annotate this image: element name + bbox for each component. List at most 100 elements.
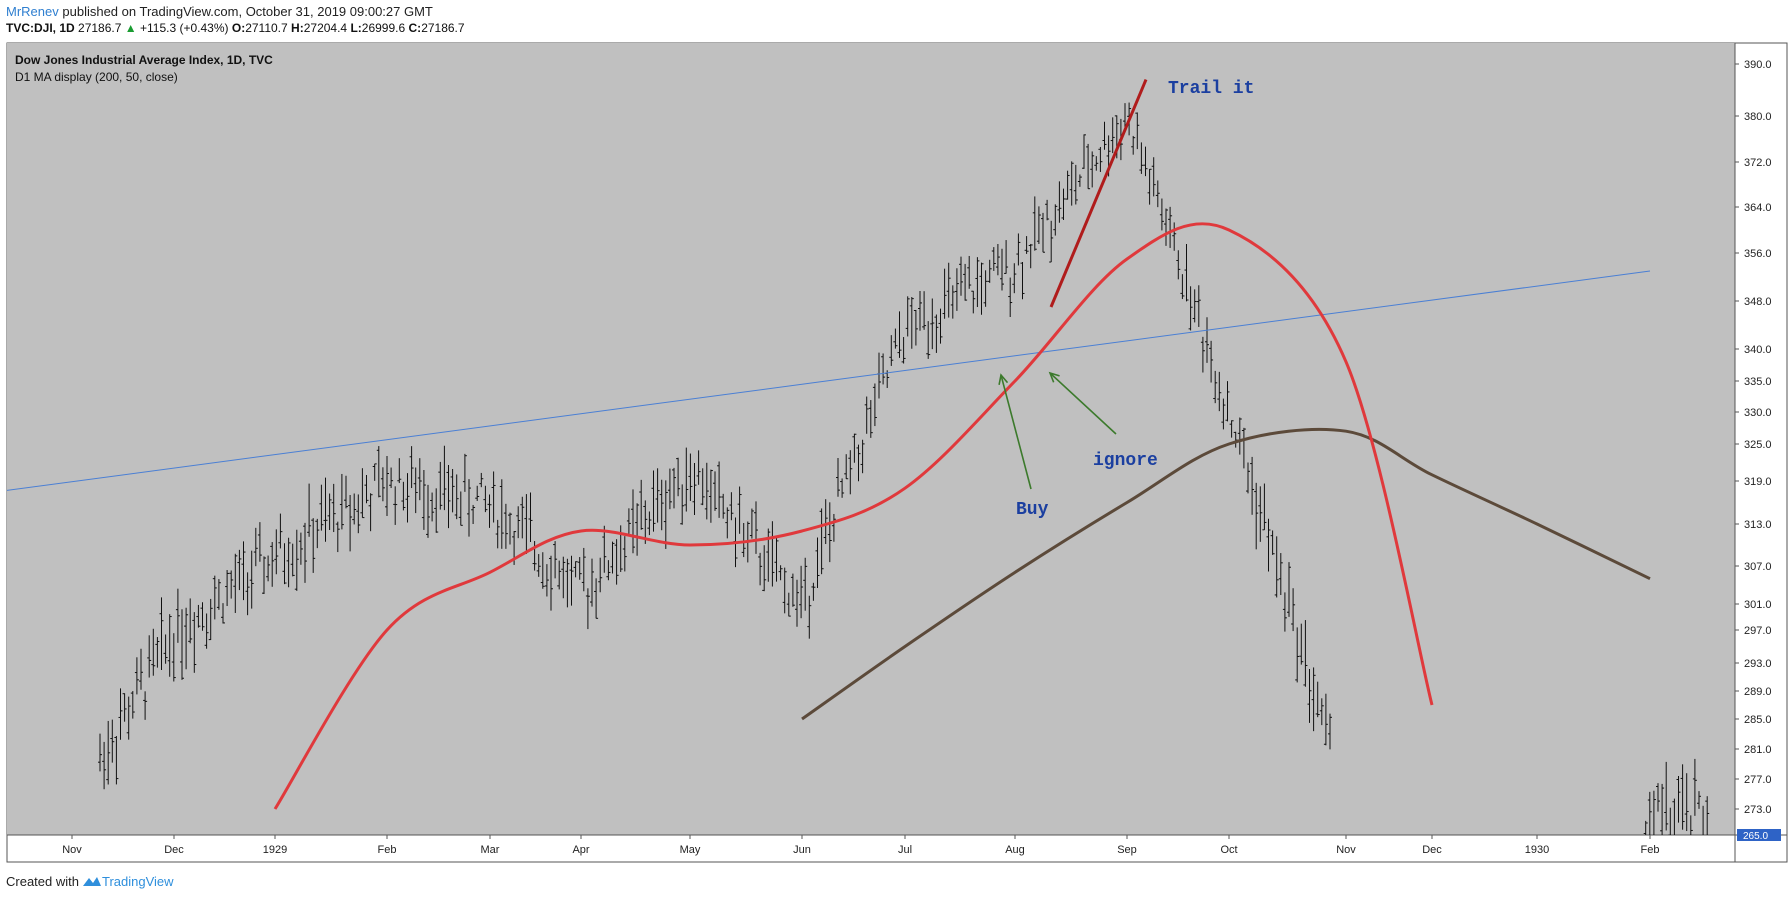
ohlc-bar — [1020, 261, 1025, 300]
y-tick-label: 273.0 — [1744, 804, 1772, 816]
ohlc-bar — [725, 507, 730, 539]
ohlc-bar — [995, 244, 1000, 276]
ohlc-bar — [1036, 206, 1041, 244]
ohlc-bar — [1705, 796, 1710, 835]
author-link[interactable]: MrRenev — [6, 4, 59, 19]
ohlc-bar — [967, 255, 972, 289]
ohlc-bar — [1697, 791, 1701, 809]
ohlc-bar — [1315, 681, 1320, 718]
ohlc-bar — [348, 494, 353, 552]
ohlc-bar — [438, 461, 443, 510]
close-value: 27186.7 — [421, 21, 465, 35]
ohlc-bar — [909, 297, 914, 349]
ohlc-bar — [471, 504, 476, 525]
ohlc-bar — [1168, 206, 1173, 248]
ohlc-bar — [1291, 588, 1296, 632]
ohlc-bar — [1287, 562, 1291, 617]
y-tick-label: 325.0 — [1744, 439, 1772, 451]
x-tick-label: Mar — [481, 844, 500, 856]
ohlc-bar — [868, 400, 873, 438]
ohlc-bar — [1008, 277, 1013, 318]
ohlc-bar — [323, 477, 328, 542]
ohlc-bar — [1090, 151, 1095, 188]
ohlc-bar — [118, 688, 123, 740]
ohlc-bar — [241, 541, 246, 601]
ohlc-bar — [442, 445, 447, 511]
ohlc-bar — [553, 541, 558, 579]
y-tick-label: 285.0 — [1744, 714, 1772, 726]
ohlc-bar — [573, 561, 578, 578]
ohlc-bar — [1172, 222, 1177, 251]
ohlc-bar — [1323, 693, 1328, 746]
ohlc-bar — [557, 560, 562, 590]
annotation-buy: Buy — [1016, 500, 1049, 520]
ohlc-bar — [151, 628, 156, 676]
y-tick-label: 289.0 — [1744, 686, 1772, 698]
ohlc-bar — [454, 474, 459, 520]
ohlc-bar — [713, 471, 717, 511]
y-tick-label: 313.0 — [1744, 519, 1772, 531]
ohlc-bar — [360, 468, 365, 519]
ohlc-bar — [606, 560, 611, 581]
ohlc-bar — [942, 268, 947, 319]
ohlc-bar — [221, 603, 225, 624]
ohlc-bar — [1229, 420, 1234, 438]
ohlc-bar — [840, 478, 845, 498]
ohlc-bar — [417, 458, 422, 501]
tradingview-brand[interactable]: TradingView — [82, 874, 174, 889]
ohlc-bar — [508, 512, 512, 545]
ohlc-bar — [286, 537, 291, 588]
ohlc-bar — [1049, 220, 1054, 263]
ohlc-bar — [1274, 536, 1279, 598]
ohlc-bar — [1653, 790, 1656, 835]
ohlc-bar — [1110, 117, 1115, 154]
ohlc-bar — [1319, 698, 1324, 726]
ohlc-bar — [786, 592, 791, 617]
publish-info: MrRenev published on TradingView.com, Oc… — [6, 4, 433, 19]
ohlc-bar — [331, 483, 336, 533]
x-tick-label: Sep — [1117, 844, 1137, 856]
ohlc-bar — [807, 595, 812, 639]
ohlc-bar — [585, 588, 590, 630]
ohlc-bar — [827, 502, 832, 563]
ignore-arrow — [1048, 371, 1117, 435]
up-arrow-icon: ▲ — [124, 21, 137, 35]
ohlc-bar — [643, 500, 648, 544]
ohlc-bar — [1668, 807, 1671, 835]
y-tick-label: 301.0 — [1744, 599, 1772, 611]
ohlc-bar — [196, 604, 201, 628]
buy-arrow — [998, 373, 1032, 490]
ohlc-bar — [1282, 592, 1287, 632]
ohlc-bar — [1176, 250, 1181, 280]
ignore-arrow-head — [1048, 371, 1060, 383]
ohlc-bar — [225, 570, 230, 607]
y-tick-label: 297.0 — [1744, 625, 1772, 637]
ohlc-bar — [1155, 180, 1160, 208]
ohlc-bar — [237, 549, 242, 591]
high-value: 27204.4 — [303, 21, 348, 35]
ohlc-bar — [1143, 146, 1148, 177]
ohlc-bar — [1196, 285, 1201, 327]
ohlc-bar — [1024, 236, 1029, 254]
ohlc-bar — [339, 473, 344, 530]
y-tick-label: 340.0 — [1744, 344, 1772, 356]
ohlc-bar — [245, 572, 250, 616]
ohlc-bar — [721, 493, 726, 519]
ohlc-bar — [561, 556, 566, 599]
ohlc-bar — [1032, 196, 1037, 251]
ohlc-bar — [536, 554, 541, 577]
ohlc-bar — [1065, 170, 1070, 200]
ohlc-bar — [389, 467, 394, 489]
ohlc-bar — [106, 720, 111, 785]
ohlc-bar — [1004, 240, 1009, 274]
ohlc-bar — [663, 480, 668, 549]
ohlc-bar — [1139, 142, 1144, 174]
ohlc-bar — [848, 450, 853, 495]
ohlc-bar — [799, 565, 804, 619]
ohlc-bar — [819, 508, 824, 575]
ohlc-bar — [1656, 783, 1660, 812]
ohlc-bar — [598, 557, 603, 593]
ohlc-bar — [1225, 381, 1230, 422]
ohlc-bar — [626, 508, 631, 534]
